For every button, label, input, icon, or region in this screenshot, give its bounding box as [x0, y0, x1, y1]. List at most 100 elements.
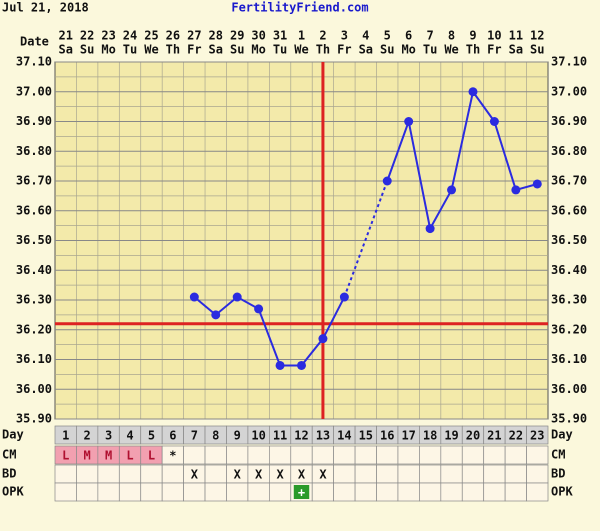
temp-point — [339, 292, 349, 302]
weekday-label: Tu — [423, 43, 437, 57]
opk-positive — [293, 485, 310, 499]
row-cell — [504, 482, 527, 502]
weekday-label: Fr — [187, 43, 201, 57]
day-cell-text: 6 — [169, 429, 176, 443]
weekday-label: Su — [530, 43, 544, 57]
day-cell-text: 14 — [337, 429, 351, 443]
row-cell — [204, 464, 227, 484]
weekday-label: Fr — [487, 43, 501, 57]
row-label: Day — [551, 428, 573, 442]
date-label: 5 — [384, 29, 391, 43]
day-cell-text: 4 — [126, 429, 133, 443]
row-cell — [419, 482, 442, 502]
y-tick-label: 36.80 — [16, 144, 52, 158]
weekday-label: Sa — [209, 43, 223, 57]
temp-point — [382, 176, 392, 186]
row-cell — [526, 482, 549, 502]
row-cell — [333, 482, 356, 502]
row-cell — [161, 482, 184, 502]
weekday-label: Mo — [401, 43, 415, 57]
row-cell — [376, 482, 399, 502]
day-cell-text: 16 — [380, 429, 394, 443]
date-label: 22 — [80, 29, 94, 43]
date-label: 26 — [166, 29, 180, 43]
weekday-label: Sa — [359, 43, 373, 57]
day-cell-text: 23 — [530, 429, 544, 443]
row-cell — [397, 464, 420, 484]
day-cell-text: 11 — [273, 429, 287, 443]
cm-cell-text: M — [84, 449, 91, 463]
day-cell-text: 21 — [487, 429, 501, 443]
day-cell-text: 3 — [105, 429, 112, 443]
row-cell — [440, 464, 463, 484]
date-label: 24 — [123, 29, 137, 43]
day-cell-text: 17 — [401, 429, 415, 443]
date-label: 11 — [509, 29, 523, 43]
row-cell — [183, 482, 206, 502]
cm-cell-text: L — [62, 449, 69, 463]
date-label: 4 — [362, 29, 369, 43]
temp-point — [511, 185, 521, 195]
weekday-label: Mo — [101, 43, 115, 57]
chart-date: Jul 21, 2018 — [2, 1, 89, 15]
temp-point — [189, 292, 199, 302]
row-cell — [161, 464, 184, 484]
weekday-label: Mo — [251, 43, 265, 57]
weekday-label: Tu — [273, 43, 287, 57]
y-tick-label: 36.40 — [551, 263, 587, 277]
site-name[interactable]: FertilityFriend.com — [231, 1, 368, 15]
row-cell — [118, 464, 142, 484]
cm-cell-text: M — [105, 449, 112, 463]
y-tick-label: 35.90 — [551, 412, 587, 426]
row-cell — [226, 445, 249, 465]
date-label: 21 — [58, 29, 72, 43]
date-label: 2 — [319, 29, 326, 43]
row-label: CM — [551, 448, 565, 462]
weekday-label: Sa — [509, 43, 523, 57]
weekday-label: We — [144, 43, 158, 57]
day-cell-text: 18 — [423, 429, 437, 443]
temp-point — [297, 360, 306, 370]
date-label: 28 — [209, 29, 223, 43]
bd-cell-text: X — [276, 468, 284, 482]
y-tick-label: 37.10 — [551, 55, 587, 69]
bd-cell-text: X — [255, 468, 263, 482]
date-label: 8 — [448, 29, 455, 43]
y-tick-label: 36.60 — [551, 203, 587, 217]
row-cell — [226, 482, 249, 502]
temp-point — [447, 185, 457, 195]
temp-point — [254, 304, 264, 314]
date-label: 9 — [469, 29, 476, 43]
cm-cell-text: * — [169, 449, 176, 463]
row-cell — [376, 464, 399, 484]
temp-point — [404, 117, 414, 126]
row-cell — [461, 445, 485, 465]
row-cell — [290, 445, 313, 465]
date-label: 23 — [101, 29, 115, 43]
weekday-label: Su — [380, 43, 394, 57]
row-cell — [140, 464, 163, 484]
date-label: 27 — [187, 29, 201, 43]
row-cell — [54, 482, 77, 502]
day-cell-text: 13 — [316, 429, 330, 443]
row-cell — [54, 464, 77, 484]
row-cell — [204, 482, 227, 502]
y-tick-label: 35.90 — [16, 412, 52, 426]
y-tick-label: 36.50 — [16, 233, 52, 247]
row-label: BD — [2, 467, 16, 481]
weekday-label: Th — [166, 43, 180, 57]
row-label: OPK — [2, 485, 24, 499]
day-cell-text: 22 — [509, 429, 523, 443]
day-cell-text: 19 — [444, 429, 458, 443]
row-cell — [526, 464, 549, 484]
temp-point — [468, 87, 478, 97]
day-cell-text: 9 — [234, 429, 241, 443]
weekday-label: Th — [466, 43, 480, 57]
day-cell-text: 8 — [212, 429, 219, 443]
cm-cell-text: L — [148, 449, 155, 463]
row-cell — [419, 445, 442, 465]
y-tick-label: 36.00 — [16, 382, 52, 396]
row-cell — [526, 425, 549, 445]
weekday-label: Sa — [58, 43, 72, 57]
row-cell — [526, 445, 549, 465]
